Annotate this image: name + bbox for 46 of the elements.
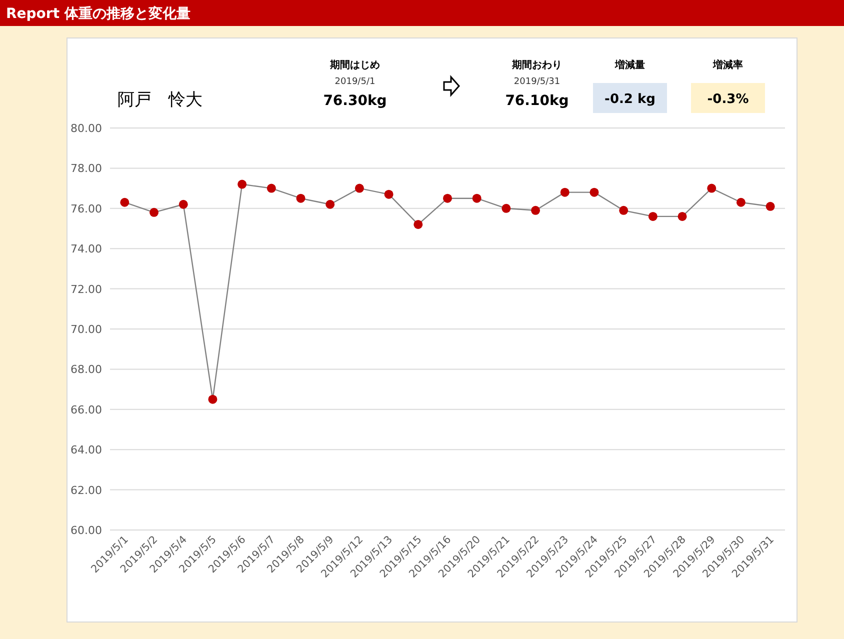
point (384, 190, 394, 199)
y-tick-label: 70.00 (70, 323, 102, 336)
point (354, 184, 364, 193)
y-tick-label: 64.00 (70, 444, 102, 457)
point (266, 184, 276, 193)
text: 2019/5/1 (334, 77, 376, 87)
point (736, 198, 746, 207)
text: -0.3% (707, 92, 749, 107)
y-tick-label: 60.00 (70, 524, 102, 537)
text: 76.30kg (323, 93, 387, 109)
point (120, 198, 130, 207)
y-tick-label: 80.00 (70, 122, 102, 135)
text: -0.2 kg (604, 92, 656, 107)
point (178, 200, 188, 209)
y-tick-label: 72.00 (70, 282, 102, 296)
text: 増減率 (712, 59, 743, 71)
point (766, 202, 775, 211)
point (502, 204, 511, 213)
text: 2019/5/31 (514, 77, 560, 87)
y-tick-label: 66.00 (70, 403, 102, 416)
chart-title: Report 体重の推移と変化量 (6, 5, 190, 22)
y-tick-label: 62.00 (70, 484, 102, 497)
point (443, 194, 452, 203)
point (648, 212, 658, 221)
point (619, 206, 628, 215)
y-tick-label: 78.00 (70, 162, 102, 176)
point (590, 188, 599, 197)
point (414, 220, 423, 229)
point (326, 200, 335, 209)
point (560, 188, 570, 197)
text: 期間おわり (511, 59, 562, 71)
point (472, 194, 482, 203)
text: 増減量 (614, 59, 645, 71)
y-tick-label: 68.00 (70, 363, 102, 376)
y-tick-label: 74.00 (70, 242, 102, 256)
point (531, 206, 540, 215)
text: 期間はじめ (329, 59, 380, 71)
point (150, 208, 159, 217)
point (238, 180, 247, 189)
point (296, 194, 306, 203)
point (208, 394, 218, 404)
point (678, 212, 687, 221)
point (707, 184, 716, 193)
text: 阿戸 怜大 (118, 90, 202, 110)
text: 76.10kg (505, 93, 569, 109)
y-tick-label: 76.00 (70, 202, 102, 216)
